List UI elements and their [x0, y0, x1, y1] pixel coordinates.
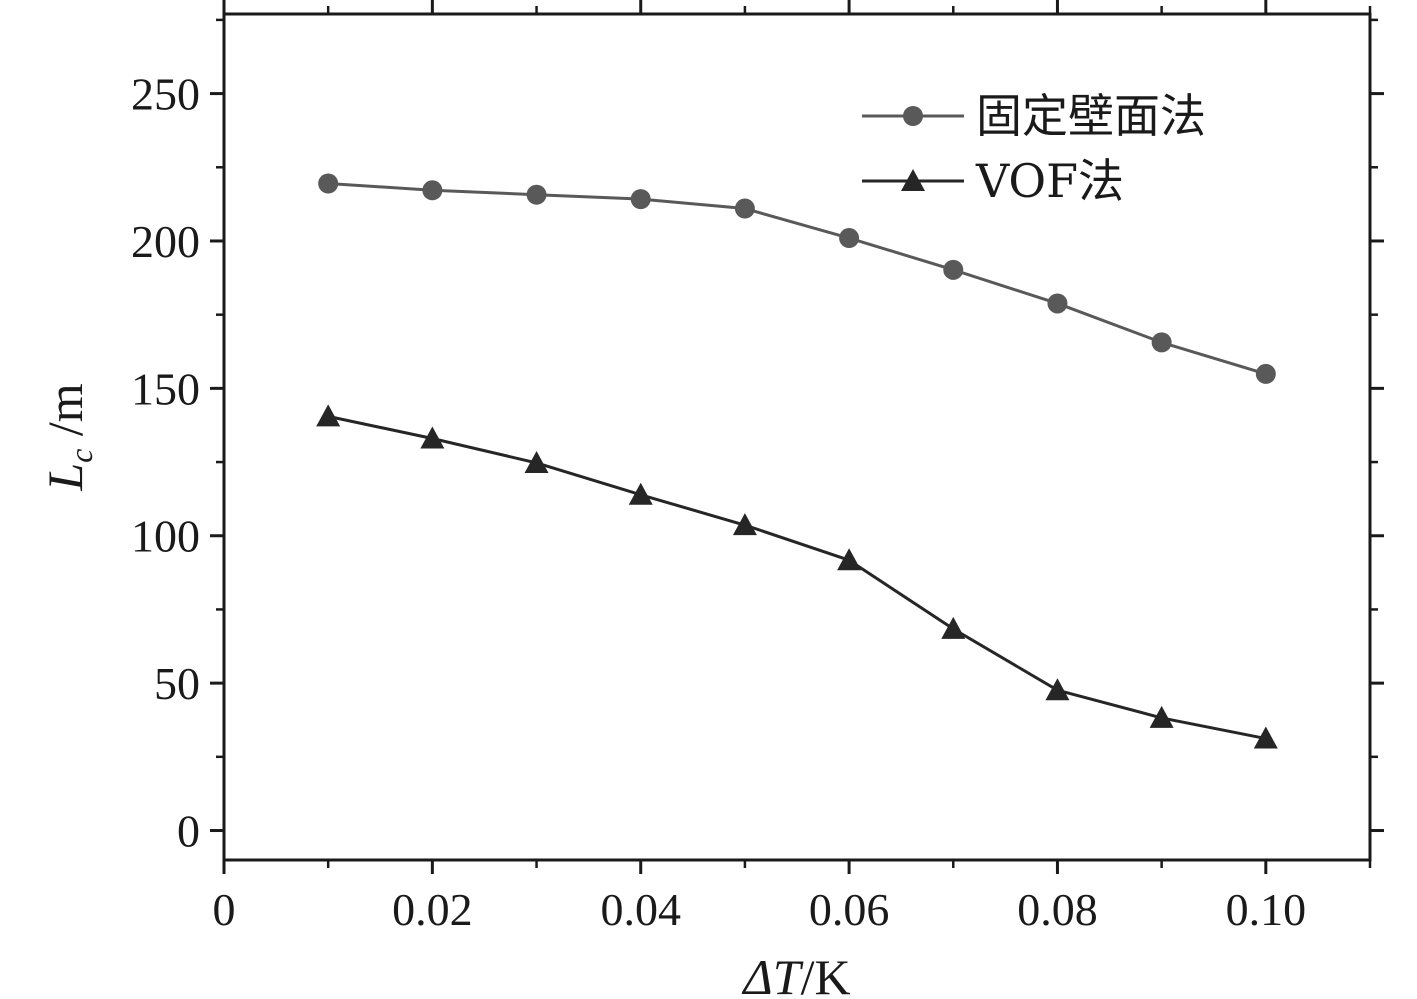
data-point-series-1 [839, 228, 860, 249]
data-point-series-1 [526, 184, 547, 205]
y-tick-label: 0 [177, 806, 200, 857]
data-point-series-2 [1045, 678, 1070, 701]
data-point-series-2 [941, 616, 966, 639]
y-tick-label: 200 [131, 216, 200, 267]
x-tick-label: 0.06 [809, 884, 890, 935]
data-point-series-1 [318, 173, 339, 194]
x-tick-label: 0 [213, 884, 236, 935]
data-point-series-1 [422, 180, 443, 201]
axis-ticks: 0 0.02 0.04 0.06 0.08 0.10 0 50 100 150 200 250 [131, 0, 1384, 935]
data-point-series-2 [837, 548, 862, 571]
y-axis-title-subscript: c [63, 449, 99, 463]
legend: 固定壁面法 VOF法 [862, 89, 1206, 208]
x-tick-label: 0.04 [600, 884, 681, 935]
legend-label-series-2: VOF法 [975, 154, 1124, 208]
legend-marker-series-2 [901, 169, 925, 191]
x-axis-title-symbol: ΔT [741, 949, 803, 999]
x-tick-label: 0.10 [1226, 884, 1307, 935]
data-point-series-1 [734, 198, 755, 219]
x-axis-title: ΔT/K [741, 949, 850, 999]
series-layer [316, 173, 1278, 749]
data-point-series-2 [732, 513, 757, 536]
y-tick-label: 150 [131, 363, 200, 414]
legend-label-series-1: 固定壁面法 [976, 89, 1206, 143]
series-line-2 [327, 414, 1267, 741]
series-line-1 [328, 181, 1267, 376]
data-point-series-2 [628, 482, 653, 505]
data-point-series-2 [420, 426, 445, 449]
x-tick-label: 0.08 [1017, 884, 1098, 935]
y-tick-label: 50 [154, 658, 200, 709]
data-point-series-1 [630, 189, 651, 210]
plot-frame [222, 12, 1372, 862]
y-tick-label: 250 [131, 69, 200, 120]
data-point-series-1 [1255, 363, 1276, 384]
x-tick-label: 0.02 [392, 884, 473, 935]
data-point-series-1 [1047, 293, 1068, 314]
y-tick-label: 100 [131, 511, 200, 562]
y-axis-title: Lc /m [37, 383, 99, 491]
data-point-series-2 [316, 404, 341, 427]
data-point-series-2 [1149, 705, 1174, 728]
data-point-series-2 [1253, 726, 1278, 749]
data-point-series-1 [943, 259, 964, 280]
legend-marker-series-1 [903, 106, 923, 126]
data-point-series-1 [1151, 332, 1172, 353]
y-axis-title-unit: /m [37, 383, 93, 448]
x-axis-title-unit: /K [801, 949, 851, 999]
y-axis-title-symbol: L [37, 463, 93, 492]
data-point-series-2 [524, 450, 549, 473]
